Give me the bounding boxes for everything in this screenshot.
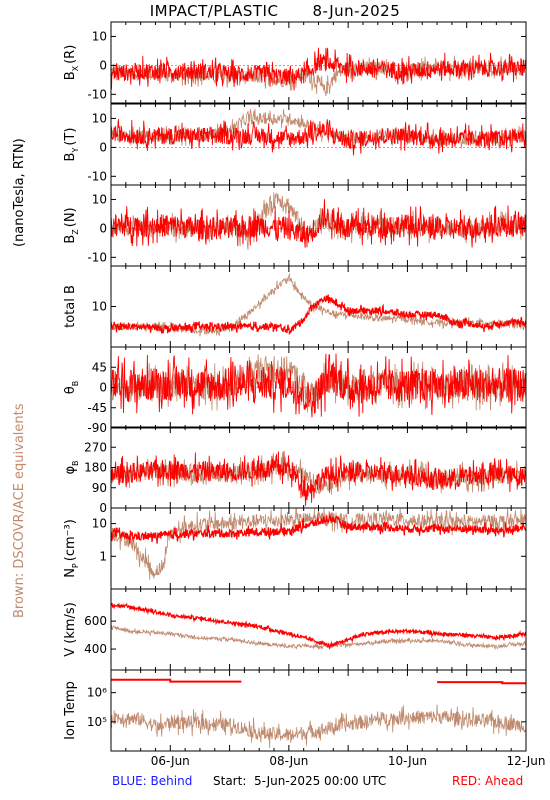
y-tick-label: 10 xyxy=(92,29,107,43)
y-tick-label: 10⁶ xyxy=(87,686,107,700)
series-ahead-bx xyxy=(110,47,527,91)
y-tick-label: 600 xyxy=(84,614,107,628)
y-tick-label: 0 xyxy=(99,501,107,515)
x-tick-label: 10-Jun xyxy=(388,754,427,768)
y-axis-label-np: NP(cm⁻³) xyxy=(63,519,80,578)
y-tick-label: 0 xyxy=(99,381,107,395)
y-tick-label: 0 xyxy=(99,58,107,72)
series-ahead-theta xyxy=(110,353,527,418)
series-brown-btot xyxy=(111,273,527,337)
brown-legend-note: Brown: DSCOVR/ACE equivalents xyxy=(12,403,27,618)
start-time-label: Start: 5-Jun-2025 00:00 UTC xyxy=(213,774,387,788)
y-tick-label: 180 xyxy=(84,461,107,475)
mission-name: IMPACT/PLASTIC xyxy=(149,2,279,20)
series-brown-bz xyxy=(110,192,527,250)
panel-temp: 10⁵ 10⁶ Ion Temp xyxy=(63,669,527,752)
panel-frame xyxy=(110,265,527,348)
series-ahead-v xyxy=(110,602,527,650)
panel-v: 400 600 V (km/s) xyxy=(63,588,527,671)
y-axis-label-bx: BX(R) xyxy=(63,45,80,81)
series-brown-v xyxy=(110,624,527,651)
panel-bx: -10 0 10 BX(R) xyxy=(63,21,527,104)
y-axis-label-phi: φB xyxy=(63,460,80,474)
series-brown-temp xyxy=(110,704,527,749)
y-tick-label: -90 xyxy=(87,421,107,435)
panel-bz: -10 0 10 BZ(N) xyxy=(63,184,527,267)
panel-frame xyxy=(110,103,527,186)
y-axis-label-by: BY(T) xyxy=(63,128,80,162)
panel-theta: -90 -45 0 45 θB xyxy=(63,346,527,435)
y-tick-label: 400 xyxy=(84,642,107,656)
legend-ahead: RED: Ahead xyxy=(452,774,524,788)
y-axis-label-v: V (km/s) xyxy=(63,602,78,657)
y-tick-label: 10 xyxy=(92,300,107,314)
y-tick-label: 10 xyxy=(92,192,107,206)
plot-date: 8-Jun-2025 xyxy=(312,2,401,20)
panel-frame xyxy=(110,588,527,671)
series-ahead-bz xyxy=(110,199,527,248)
panel-by: -10 0 10 BY(T) xyxy=(63,103,527,186)
y-axis-label-btot: total B xyxy=(63,285,78,328)
y-tick-label: -10 xyxy=(87,87,107,101)
y-tick-label: 10 xyxy=(92,111,107,125)
x-tick-label: 08-Jun xyxy=(269,754,308,768)
panel-btot: 10 total B xyxy=(63,265,527,348)
y-tick-label: 0 xyxy=(99,221,107,235)
series-ahead-by xyxy=(110,118,527,156)
units-label: (nanoTesla, RTN) xyxy=(12,138,27,247)
x-tick-label: 12-Jun xyxy=(506,754,545,768)
legend-behind: BLUE: Behind xyxy=(112,774,193,788)
y-tick-label: 45 xyxy=(92,360,107,374)
y-axis-label-temp: Ion Temp xyxy=(63,681,78,740)
y-tick-label: 90 xyxy=(92,481,107,495)
series-ahead-np xyxy=(110,512,527,544)
x-tick-label: 06-Jun xyxy=(151,754,190,768)
series-ahead-temp xyxy=(111,678,242,683)
y-tick-label: -10 xyxy=(87,250,107,264)
y-tick-label: 270 xyxy=(84,440,107,454)
y-tick-label: -45 xyxy=(87,401,107,415)
y-tick-label: 10⁵ xyxy=(87,715,107,729)
panel-phi: 0 90 180 270 φB xyxy=(63,426,527,515)
y-axis-label-bz: BZ(N) xyxy=(63,207,80,243)
panel-np: 1 10 NP(cm⁻³) xyxy=(63,507,527,590)
series-ahead-temp xyxy=(437,681,526,685)
y-tick-label: -10 xyxy=(87,169,107,183)
chart-title: IMPACT/PLASTIC 8-Jun-2025 xyxy=(0,2,550,20)
series-ahead-phi xyxy=(110,451,527,506)
series-ahead-btot xyxy=(110,294,527,336)
y-tick-label: 10 xyxy=(92,517,107,531)
y-tick-label: 0 xyxy=(99,140,107,154)
y-axis-label-theta: θB xyxy=(63,381,80,394)
y-tick-label: 1 xyxy=(99,549,107,563)
